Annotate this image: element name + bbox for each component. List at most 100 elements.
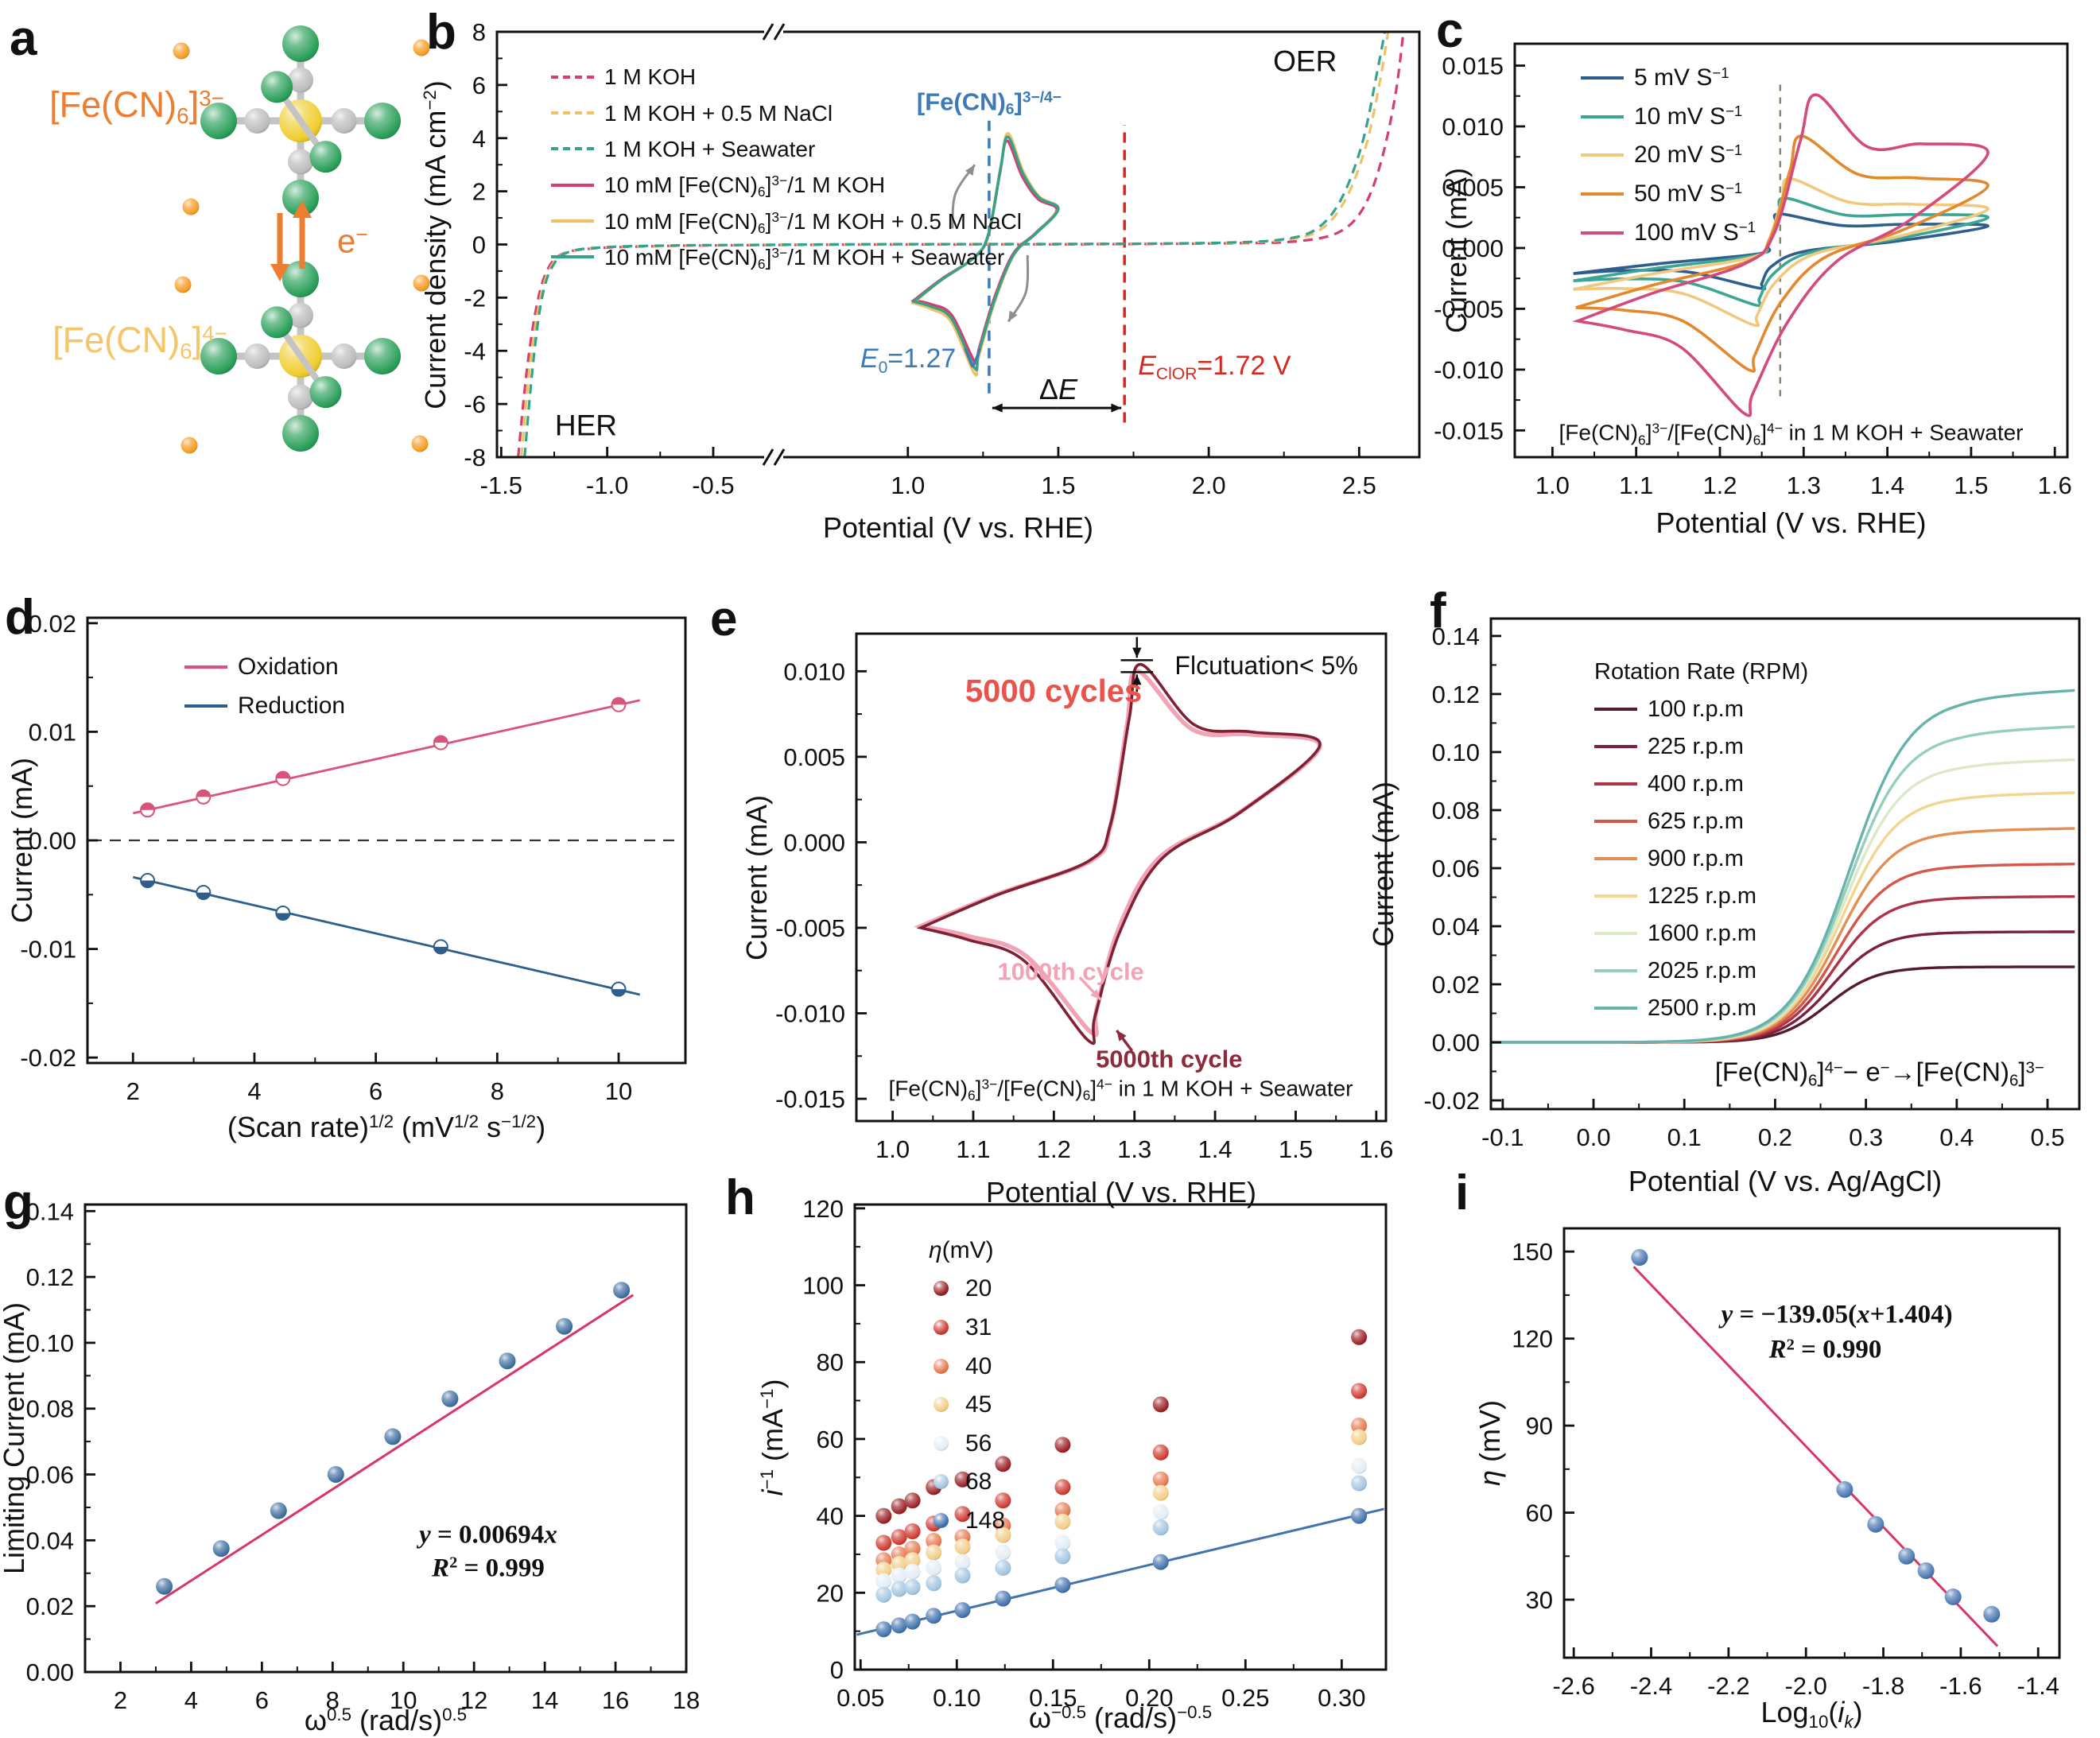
svg-text:0: 0 — [830, 1656, 844, 1684]
svg-text:-2.4: -2.4 — [1630, 1672, 1672, 1700]
svg-text:0.2: 0.2 — [1758, 1123, 1792, 1151]
svg-text:10: 10 — [390, 1686, 417, 1714]
svg-text:-1.5: -1.5 — [480, 471, 522, 499]
svg-text:1.3: 1.3 — [1117, 1135, 1151, 1163]
svg-text:20: 20 — [817, 1579, 844, 1607]
svg-text:-0.015: -0.015 — [775, 1085, 845, 1113]
svg-text:14: 14 — [531, 1686, 558, 1714]
svg-text:60: 60 — [1526, 1499, 1553, 1527]
panel-i-series — [1631, 1249, 2001, 1647]
panel-f-series — [1492, 689, 2075, 1044]
panel-letter-f: f — [1430, 584, 1446, 638]
panel-i-axes: -2.6 -2.4 -2.2 -2.0 -1.8 -1.6 -1.4 30 60 90 120 150 — [1512, 1227, 2061, 1700]
panel-letter-h: h — [725, 1170, 755, 1225]
svg-text:1.2: 1.2 — [1702, 471, 1737, 499]
fit-line — [1632, 1266, 1999, 1647]
panel-letter-e: e — [710, 592, 738, 646]
svg-text:2: 2 — [472, 178, 486, 206]
lsv-curve — [1492, 689, 2075, 1044]
svg-text:-1.8: -1.8 — [1862, 1672, 1904, 1700]
svg-text:1.6: 1.6 — [2038, 471, 2072, 499]
svg-text:0.04: 0.04 — [26, 1527, 74, 1554]
svg-text:0.010: 0.010 — [783, 658, 845, 685]
fit-line — [132, 875, 641, 996]
svg-text:-0.02: -0.02 — [20, 1044, 76, 1072]
svg-text:2: 2 — [114, 1686, 127, 1714]
svg-text:1.6: 1.6 — [1359, 1135, 1393, 1163]
svg-text:100: 100 — [802, 1272, 844, 1300]
svg-text:0.02: 0.02 — [26, 1593, 74, 1620]
panel-h-axes: 0.05 0.10 0.15 0.20 0.25 0.30 0 20 40 60 80 100 120 — [802, 1195, 1388, 1712]
fit-line — [155, 1294, 635, 1605]
panel-a-molecules — [173, 25, 430, 454]
svg-text:0.3: 0.3 — [1849, 1123, 1883, 1151]
svg-text:120: 120 — [802, 1195, 844, 1223]
svg-text:0.1: 0.1 — [1667, 1123, 1702, 1151]
svg-text:30: 30 — [1526, 1586, 1553, 1614]
svg-text:90: 90 — [1526, 1412, 1553, 1440]
svg-text:16: 16 — [602, 1686, 629, 1714]
svg-text:1.3: 1.3 — [1787, 471, 1821, 499]
svg-text:-6: -6 — [464, 390, 486, 418]
svg-text:0.08: 0.08 — [1432, 797, 1480, 824]
panel-letter-a: a — [10, 11, 37, 66]
panel-letter-c: c — [1436, 3, 1464, 58]
svg-text:0.10: 0.10 — [26, 1329, 74, 1357]
svg-text:1.0: 1.0 — [875, 1135, 910, 1163]
svg-text:-0.01: -0.01 — [20, 936, 76, 964]
svg-text:0.015: 0.015 — [1442, 52, 1504, 80]
svg-text:-2.0: -2.0 — [1784, 1672, 1826, 1700]
svg-text:2.0: 2.0 — [1192, 471, 1226, 499]
cv-curve — [1572, 93, 1989, 417]
lsv-curve — [523, 33, 1386, 456]
svg-text:0.10: 0.10 — [933, 1684, 980, 1712]
panel-g-chart: 2 4 6 8 10 12 14 16 18 0.00 0.02 0.04 0.06 0.08 0.10 0.… — [26, 1197, 701, 1714]
svg-text:0.00: 0.00 — [29, 827, 76, 855]
svg-text:0.12: 0.12 — [1432, 681, 1480, 708]
panel-b-chart: -1.5 -1.0 -0.5 1.0 1.5 2.0 2.5 -8 -6 -4 -2 0 2 4 6 8 — [464, 18, 1421, 499]
svg-text:0.5: 0.5 — [2030, 1123, 2064, 1151]
panel-b-series — [517, 33, 1405, 456]
svg-text:0.005: 0.005 — [1442, 173, 1504, 201]
svg-text:40: 40 — [817, 1503, 844, 1530]
svg-text:0.00: 0.00 — [1432, 1029, 1480, 1057]
svg-text:-2.6: -2.6 — [1552, 1672, 1594, 1700]
svg-text:0.02: 0.02 — [1432, 971, 1480, 999]
panel-letter-d: d — [5, 590, 35, 645]
svg-text:-0.005: -0.005 — [775, 914, 845, 942]
svg-text:0.01: 0.01 — [29, 718, 76, 746]
svg-text:0.00: 0.00 — [26, 1658, 74, 1686]
svg-text:-1.6: -1.6 — [1939, 1672, 1982, 1700]
svg-text:0.14: 0.14 — [1432, 623, 1480, 650]
panel-d-chart: 2 4 6 8 10 -0.02 -0.01 0.00 0.01 0.02 — [20, 610, 687, 1105]
panel-h-chart: 0.05 0.10 0.15 0.20 0.25 0.30 0 20 40 60 80 100 120 — [802, 1195, 1388, 1712]
svg-text:12: 12 — [460, 1686, 487, 1714]
svg-text:-1.0: -1.0 — [586, 471, 628, 499]
svg-text:-4: -4 — [464, 337, 486, 365]
panel-c-series — [1572, 80, 1989, 417]
svg-text:-0.1: -0.1 — [1481, 1123, 1524, 1151]
svg-text:0.04: 0.04 — [1432, 913, 1480, 941]
panel-letter-g: g — [3, 1175, 33, 1230]
cv-curve — [916, 662, 1322, 1046]
svg-text:0.25: 0.25 — [1221, 1684, 1269, 1712]
svg-text:-8: -8 — [464, 444, 486, 471]
panel-b-axes: -1.5 -1.0 -0.5 1.0 1.5 2.0 2.5 -8 -6 -4 -2 0 2 4 6 8 — [464, 18, 1421, 499]
svg-text:2: 2 — [126, 1077, 140, 1105]
svg-text:8: 8 — [326, 1686, 340, 1714]
svg-text:1.0: 1.0 — [1535, 471, 1570, 499]
svg-text:1.1: 1.1 — [956, 1135, 990, 1163]
svg-text:6: 6 — [369, 1077, 382, 1105]
panel-i-chart: -2.6 -2.4 -2.2 -2.0 -1.8 -1.6 -1.4 30 60 90 120 150 — [1512, 1227, 2061, 1700]
panel-letter-b: b — [426, 5, 456, 60]
svg-text:6: 6 — [255, 1686, 269, 1714]
panel-c-chart: 1.0 1.1 1.2 1.3 1.4 1.5 1.6 -0.015 -0.010 -0.005 0… — [1434, 42, 2072, 499]
svg-text:0.12: 0.12 — [26, 1263, 74, 1291]
svg-text:-0.02: -0.02 — [1423, 1087, 1480, 1115]
fit-line — [856, 1507, 1384, 1636]
panel-f-chart: -0.1 0.0 0.1 0.2 0.3 0.4 0.5 -0.02 0.00 0.02 0.04 0… — [1423, 617, 2081, 1151]
cv-curve — [1575, 134, 1989, 373]
svg-text:1.4: 1.4 — [1198, 1135, 1232, 1163]
svg-text:10: 10 — [605, 1077, 632, 1105]
